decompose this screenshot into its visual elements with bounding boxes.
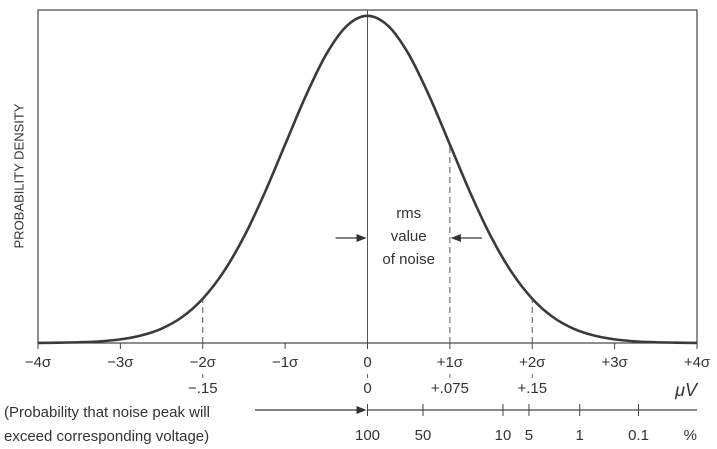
probability-caption: (Probability that noise peak will [4,404,210,421]
x-tick-label: +4σ [684,354,711,371]
x-tick-label: −2σ [190,354,217,371]
x-tick-label: 0 [363,354,371,371]
x-tick-label: −4σ [25,354,52,371]
x-tick-label: +1σ [437,354,464,371]
arrow-head [356,406,367,414]
probability-label: 50 [415,427,432,444]
annotation-text: value [391,228,427,245]
probability-label: 0.1 [628,427,649,444]
voltage-label: +.15 [517,380,547,397]
probability-caption: exceed corresponding voltage) [4,428,209,445]
annotation-text: rms [396,205,421,222]
x-tick-label: +2σ [519,354,546,371]
density-curve [37,14,698,345]
arrow-head [356,234,367,242]
annotation-text: of noise [382,251,435,268]
y-axis-label: PROBABILITY DENSITY [11,103,26,248]
voltage-unit: μV [674,380,699,400]
x-tick-label: −3σ [107,354,134,371]
probability-label: 10 [495,427,512,444]
probability-unit: % [684,427,697,444]
probability-label: 100 [355,427,380,444]
probability-label: 5 [525,427,533,444]
x-tick-label: −1σ [272,354,299,371]
x-tick-label: +3σ [601,354,628,371]
voltage-label: 0 [363,380,371,397]
arrow-head [450,234,461,242]
voltage-label: −.15 [188,380,218,397]
voltage-label: +.075 [431,380,469,397]
probability-label: 1 [576,427,584,444]
